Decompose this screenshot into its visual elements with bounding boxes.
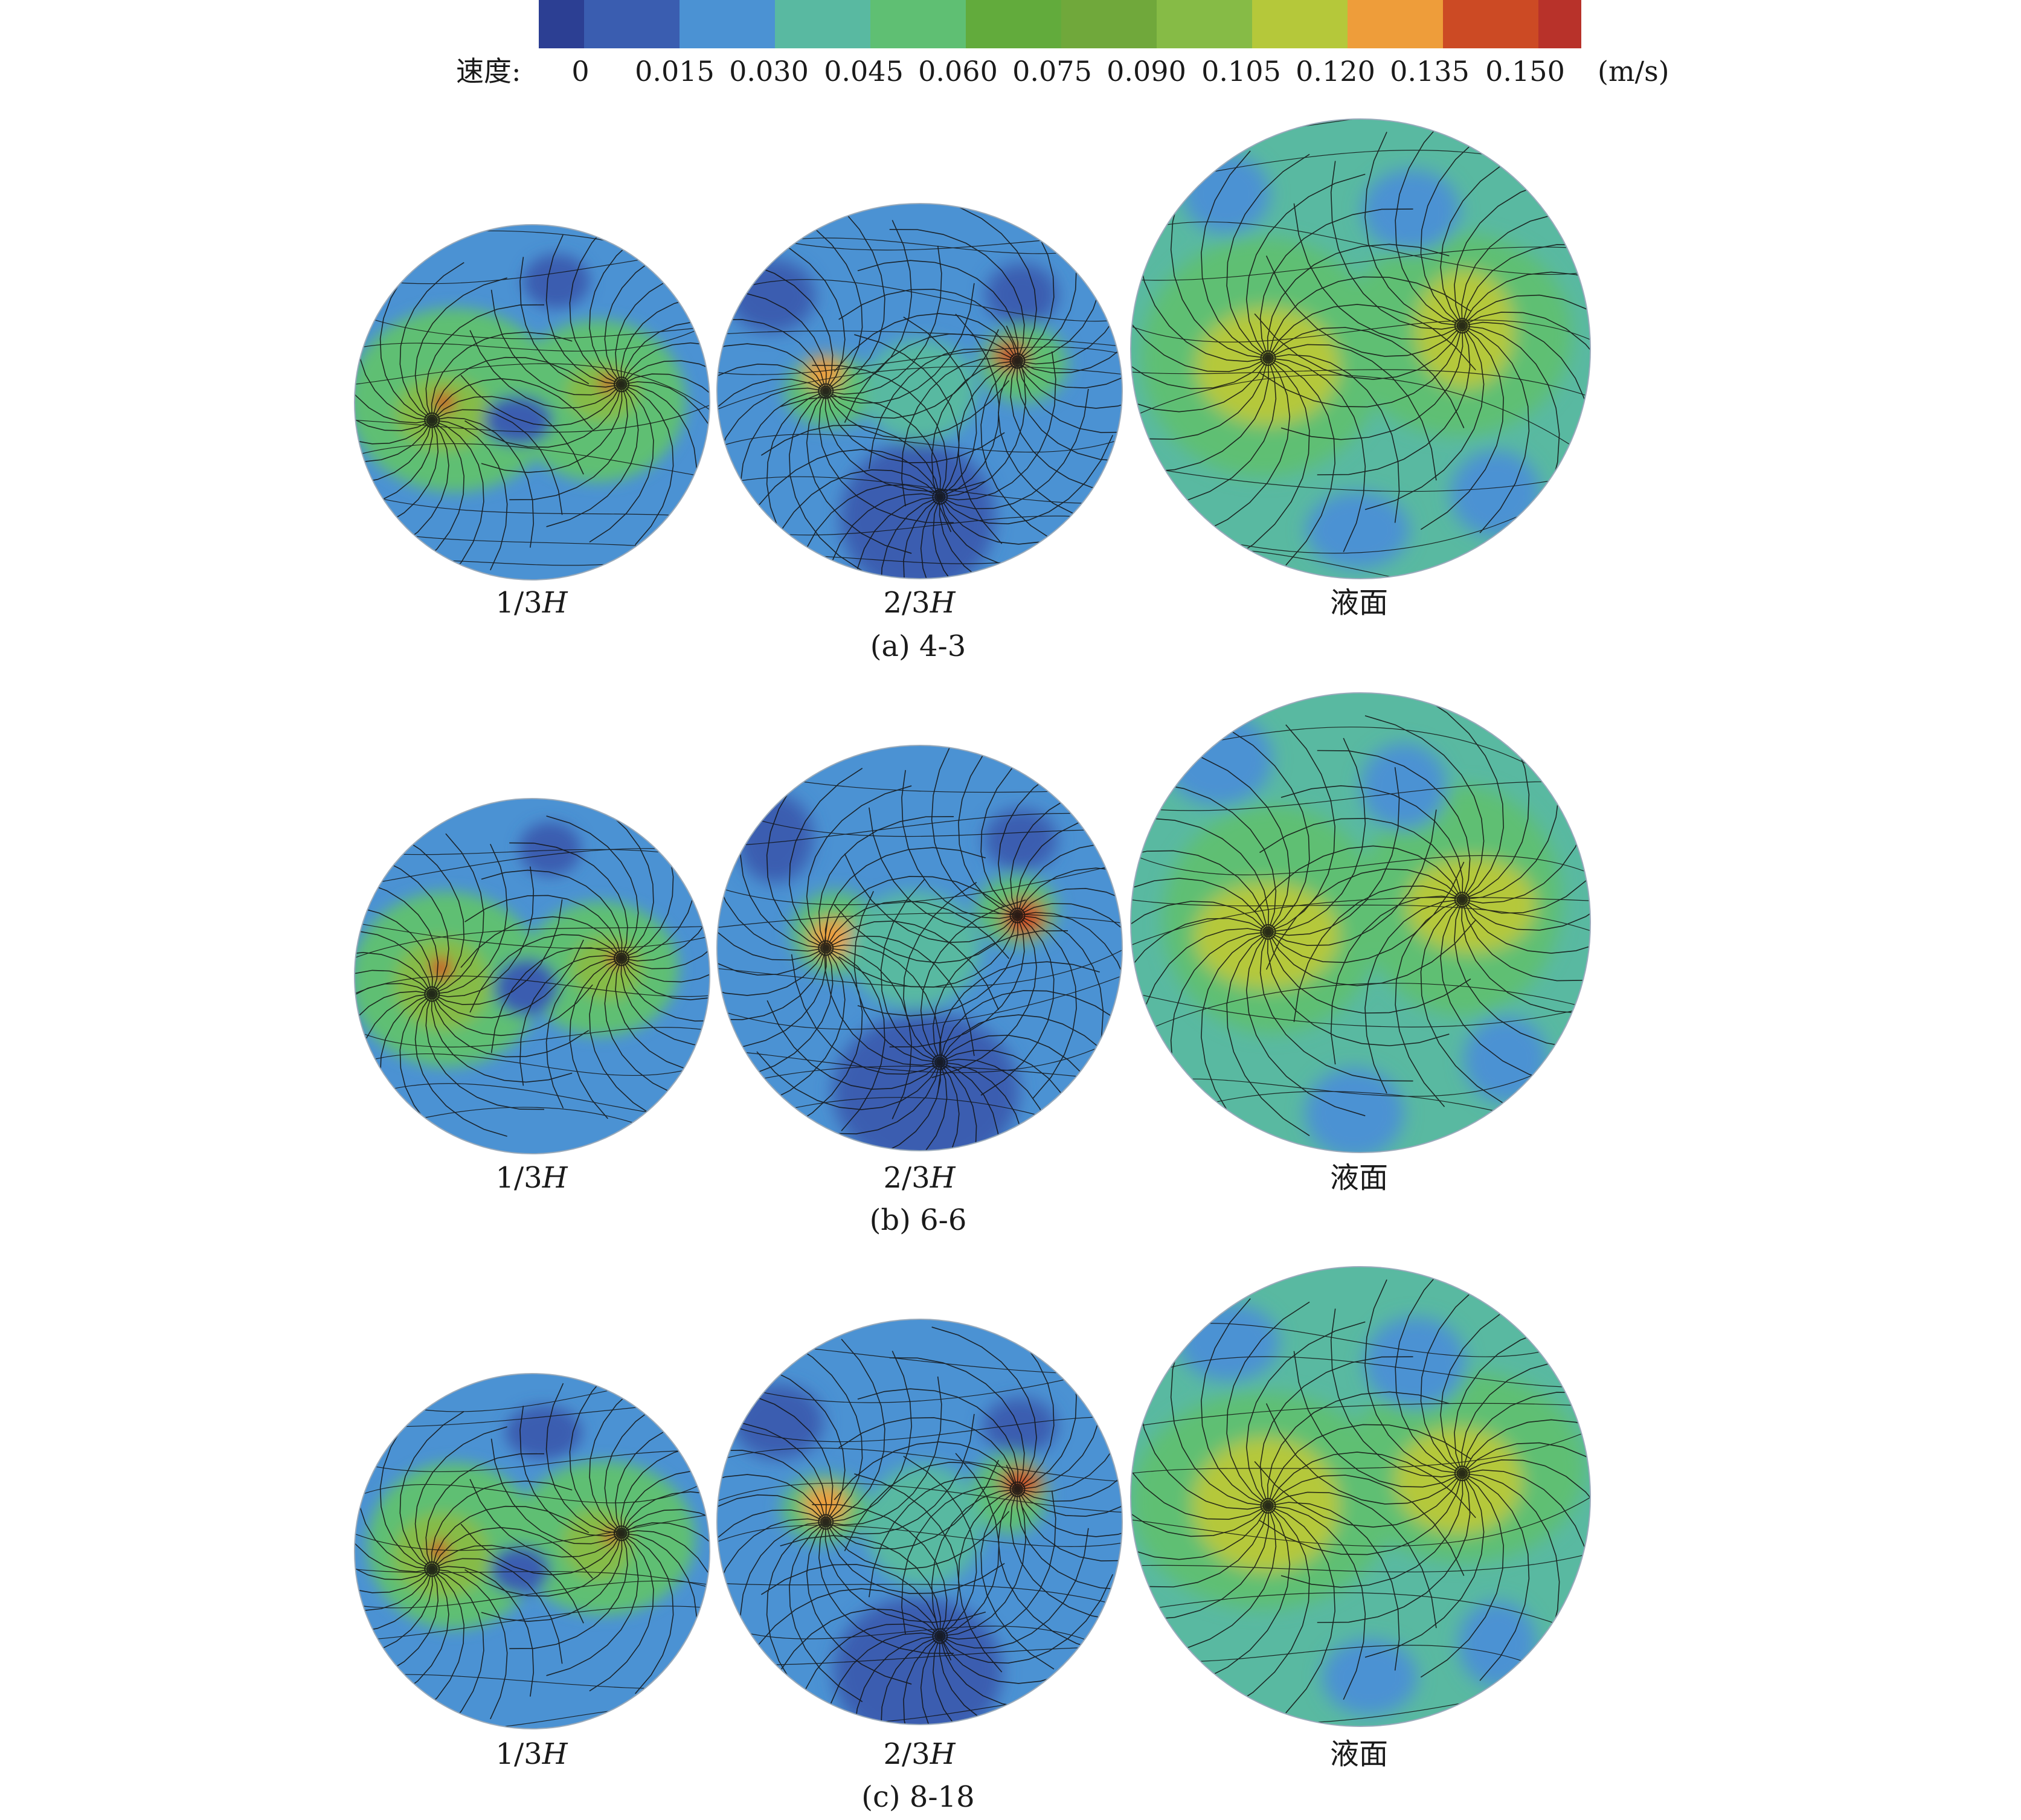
velocity-colorbar xyxy=(539,0,1581,48)
colorbar-tick: 0.015 xyxy=(635,55,715,88)
colorbar-tick: 0.075 xyxy=(1012,55,1092,88)
colorbar-swatch xyxy=(1538,0,1581,48)
velocity-plot-row-c-2-3h xyxy=(716,1318,1123,1726)
colorbar-tick: 0.105 xyxy=(1201,55,1281,88)
plot-label: 1/3H xyxy=(495,586,568,620)
velocity-plot-row-c-surface xyxy=(1129,1265,1592,1728)
panel-caption-a: (a) 4-3 xyxy=(870,629,966,663)
colorbar-label: 速度: xyxy=(456,55,521,88)
flow-field-graphic xyxy=(354,224,710,580)
velocity-plot-row-a-surface xyxy=(1129,118,1592,580)
colorbar-tick: 0.150 xyxy=(1485,55,1565,88)
flow-field-graphic xyxy=(716,203,1123,579)
flow-field-graphic xyxy=(1130,118,1591,579)
plot-label: 2/3H xyxy=(883,1161,956,1195)
plot-label: 液面 xyxy=(1329,1737,1389,1771)
colorbar-swatch xyxy=(1348,0,1443,48)
colorbar-swatch xyxy=(1061,0,1157,48)
panel-caption-c: (c) 8-18 xyxy=(861,1780,975,1814)
velocity-plot-row-a-1-3h xyxy=(353,223,711,581)
colorbar-tick: 0.030 xyxy=(729,55,809,88)
flow-field-graphic xyxy=(354,798,710,1154)
colorbar-swatch xyxy=(1443,0,1538,48)
velocity-plot-row-b-1-3h xyxy=(353,797,711,1155)
colorbar-swatch xyxy=(1157,0,1252,48)
colorbar-tick: 0.090 xyxy=(1107,55,1186,88)
colorbar-tick: 0.060 xyxy=(918,55,998,88)
colorbar-swatch xyxy=(1252,0,1348,48)
colorbar-tick: 0.120 xyxy=(1296,55,1375,88)
colorbar-swatch xyxy=(966,0,1061,48)
plot-label: 2/3H xyxy=(883,586,956,620)
colorbar-tick: 0.135 xyxy=(1390,55,1470,88)
panel-caption-b: (b) 6-6 xyxy=(869,1203,967,1237)
plot-label: 2/3H xyxy=(883,1737,956,1771)
velocity-plot-row-a-2-3h xyxy=(716,202,1123,580)
colorbar-swatch xyxy=(680,0,775,48)
colorbar-swatch xyxy=(775,0,870,48)
plot-label: 1/3H xyxy=(495,1737,568,1771)
velocity-plot-row-b-surface xyxy=(1129,692,1592,1154)
flow-field-graphic xyxy=(1130,1266,1591,1727)
colorbar-swatch xyxy=(870,0,966,48)
colorbar-tick: 0 xyxy=(571,55,590,88)
flow-field-graphic xyxy=(354,1373,710,1729)
colorbar-tick: 0.045 xyxy=(824,55,904,88)
velocity-plot-row-b-2-3h xyxy=(716,744,1123,1152)
velocity-plot-row-c-1-3h xyxy=(353,1372,711,1730)
plot-label: 液面 xyxy=(1329,1161,1389,1195)
colorbar-unit: (m/s) xyxy=(1598,55,1669,88)
colorbar-swatch xyxy=(584,0,680,48)
flow-field-graphic xyxy=(716,745,1123,1151)
plot-label: 1/3H xyxy=(495,1161,568,1195)
colorbar-swatch xyxy=(539,0,584,48)
plot-label: 液面 xyxy=(1329,586,1389,620)
flow-field-graphic xyxy=(1130,692,1591,1153)
flow-field-graphic xyxy=(716,1319,1123,1725)
